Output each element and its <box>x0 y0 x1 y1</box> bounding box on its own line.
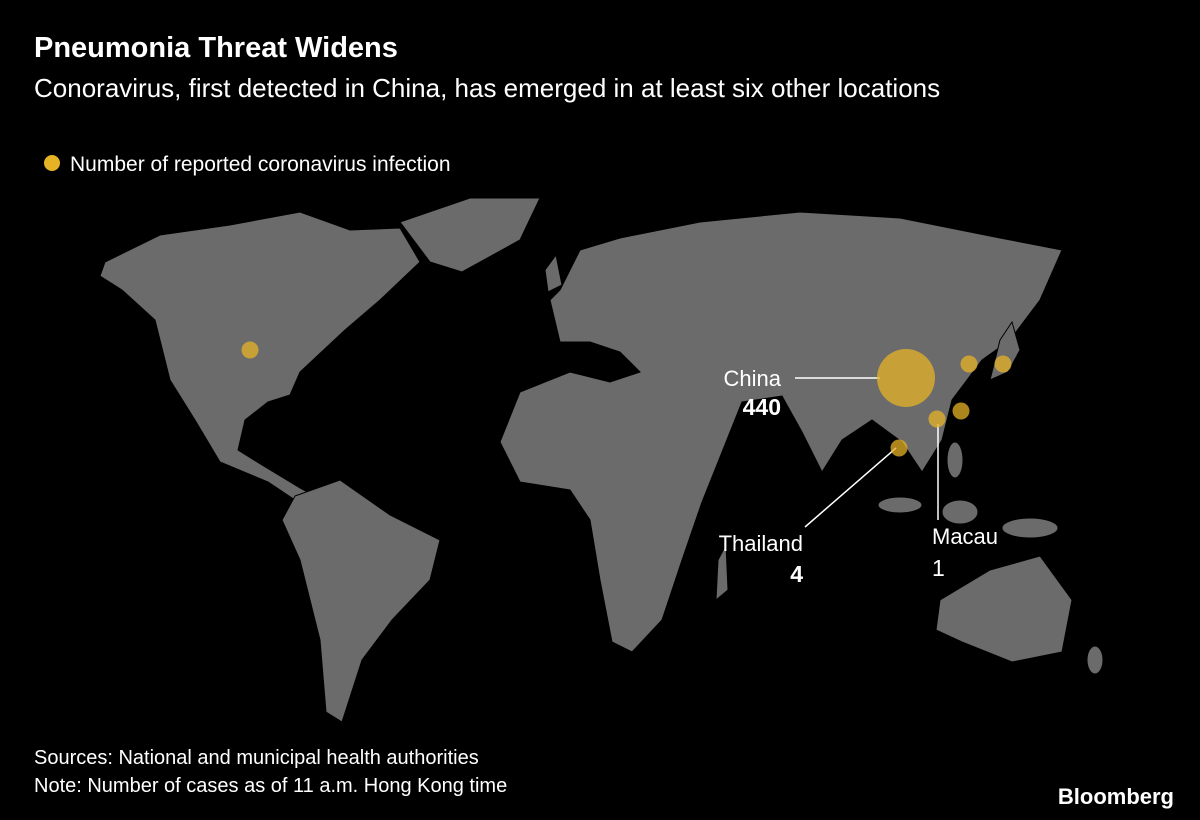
note: Note: Number of cases as of 11 a.m. Hong… <box>34 775 507 797</box>
legend-marker <box>44 155 60 171</box>
callout-value: 1 <box>932 555 945 581</box>
callout-value: 4 <box>790 561 803 587</box>
bubble <box>960 355 978 373</box>
logo: Bloomberg <box>1058 784 1174 809</box>
title: Pneumonia Threat Widens <box>34 32 398 64</box>
bubble <box>890 439 908 457</box>
leader-line <box>804 447 897 528</box>
bubble <box>241 341 259 359</box>
callout-value: 440 <box>743 394 781 420</box>
legend-label: Number of reported coronavirus infection <box>70 153 451 176</box>
callout-label: Thailand <box>719 531 803 556</box>
callout-label: Macau <box>932 524 998 549</box>
bubble-layer <box>241 341 1012 457</box>
callout-label: China <box>724 366 782 391</box>
bubble <box>952 402 970 420</box>
landmass <box>99 197 1104 723</box>
bubble <box>928 410 946 428</box>
bubble <box>994 355 1012 373</box>
subtitle: Conoravirus, first detected in China, ha… <box>34 73 940 103</box>
sources: Sources: National and municipal health a… <box>34 747 479 769</box>
bubble <box>877 349 935 407</box>
